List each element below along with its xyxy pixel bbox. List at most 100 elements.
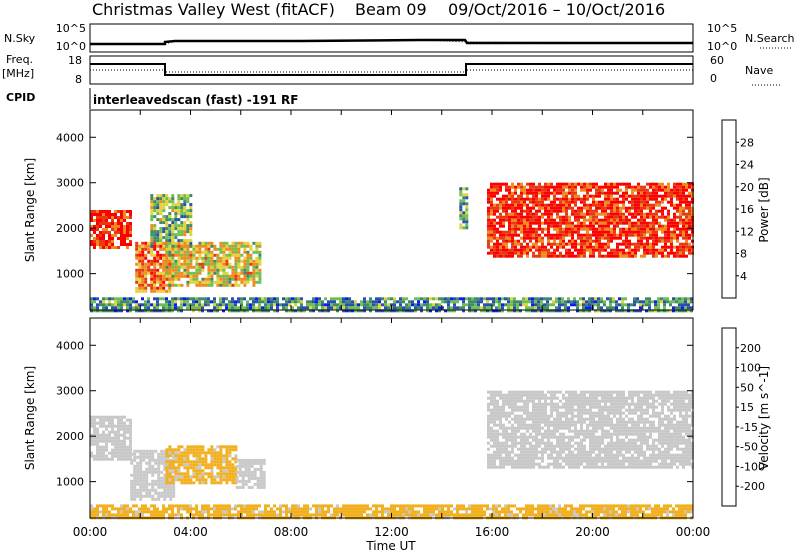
- echo-cell: [589, 245, 592, 249]
- echo-cell: [499, 420, 502, 424]
- echo-cell: [544, 221, 547, 225]
- echo-cell: [136, 479, 140, 483]
- echo-cell: [496, 185, 499, 189]
- echo-cell: [496, 453, 499, 457]
- echo-cell: [643, 248, 646, 252]
- echo-cell: [562, 221, 565, 225]
- echo-cell: [177, 209, 181, 213]
- echo-cell: [96, 297, 99, 301]
- echo-cell: [640, 227, 643, 231]
- echo-cell: [238, 467, 242, 471]
- echo-cell: [483, 297, 486, 301]
- echo-cell: [643, 203, 646, 207]
- echo-cell: [183, 274, 187, 278]
- echo-cell: [507, 303, 510, 307]
- echo-cell: [195, 277, 199, 281]
- echo-cell: [153, 200, 157, 204]
- echo-cell: [610, 185, 613, 189]
- echo-cell: [549, 297, 552, 301]
- echo-cell: [459, 193, 463, 197]
- echo-cell: [162, 200, 166, 204]
- echo-cell: [258, 271, 262, 275]
- echo-cell: [496, 182, 499, 186]
- echo-cell: [637, 182, 640, 186]
- echo-cell: [637, 230, 640, 234]
- echo-cell: [595, 393, 598, 397]
- echo-cell: [508, 399, 511, 403]
- echo-cell: [105, 210, 108, 213]
- echo-cell: [556, 185, 559, 189]
- echo-cell: [459, 217, 463, 221]
- echo-cell: [556, 429, 559, 433]
- echo-cell: [663, 306, 666, 310]
- echo-cell: [147, 306, 150, 310]
- echo-cell: [177, 233, 181, 237]
- echo-cell: [643, 194, 646, 198]
- echo-cell: [541, 194, 544, 198]
- echo-cell: [579, 303, 582, 307]
- echo-cell: [222, 466, 226, 470]
- echo-cell: [165, 481, 169, 485]
- echo-cell: [267, 303, 270, 307]
- echo-cell: [228, 475, 232, 479]
- echo-cell: [105, 309, 108, 313]
- echo-cell: [126, 306, 129, 310]
- echo-cell: [160, 449, 164, 453]
- echo-cell: [547, 185, 550, 189]
- echo-cell: [619, 236, 622, 240]
- nave-tick-top: 60: [710, 54, 724, 67]
- echo-cell: [387, 297, 390, 301]
- echo-cell: [102, 445, 105, 449]
- echo-cell: [655, 248, 658, 252]
- echo-cell: [613, 206, 616, 210]
- echo-cell: [90, 451, 93, 455]
- echo-cell: [225, 451, 229, 455]
- echo-cell: [138, 253, 142, 257]
- echo-cell: [595, 215, 598, 219]
- echo-cell: [640, 236, 643, 240]
- echo-cell: [487, 215, 490, 219]
- echo-cell: [438, 303, 441, 307]
- echo-cell: [150, 303, 153, 307]
- echo-cell: [177, 454, 181, 458]
- echo-cell: [216, 253, 220, 257]
- echo-cell: [120, 225, 123, 228]
- echo-cell: [126, 222, 129, 225]
- echo-cell: [153, 227, 157, 231]
- echo-cell: [499, 444, 502, 448]
- echo-cell: [126, 234, 129, 237]
- echo-cell: [676, 224, 679, 228]
- echo-cell: [607, 432, 610, 436]
- echo-cell: [183, 203, 187, 207]
- echo-cell: [259, 461, 263, 465]
- echo-cell: [513, 297, 516, 301]
- echo-cell: [537, 303, 540, 307]
- echo-cell: [541, 417, 544, 421]
- echo-cell: [108, 225, 111, 228]
- echo-cell: [538, 441, 541, 445]
- echo-cell: [256, 479, 260, 483]
- echo-cell: [547, 215, 550, 219]
- echo-cell: [505, 245, 508, 249]
- echo-cell: [541, 405, 544, 409]
- echo-cell: [517, 435, 520, 439]
- echo-cell: [523, 185, 526, 189]
- echo-cell: [192, 472, 196, 476]
- echo-cell: [111, 424, 114, 428]
- echo-cell: [589, 402, 592, 406]
- echo-cell: [592, 411, 595, 415]
- echo-cell: [616, 248, 619, 252]
- echo-cell: [550, 206, 553, 210]
- echo-cell: [538, 411, 541, 415]
- echo-cell: [234, 271, 238, 275]
- echo-cell: [142, 494, 146, 498]
- echo-cell: [247, 479, 251, 483]
- echo-cell: [622, 393, 625, 397]
- echo-cell: [649, 212, 652, 216]
- echo-cell: [574, 441, 577, 445]
- echo-cell: [652, 224, 655, 228]
- echo-cell: [562, 236, 565, 240]
- echo-cell: [93, 433, 96, 437]
- echo-cell: [198, 457, 202, 461]
- echo-cell: [529, 390, 532, 394]
